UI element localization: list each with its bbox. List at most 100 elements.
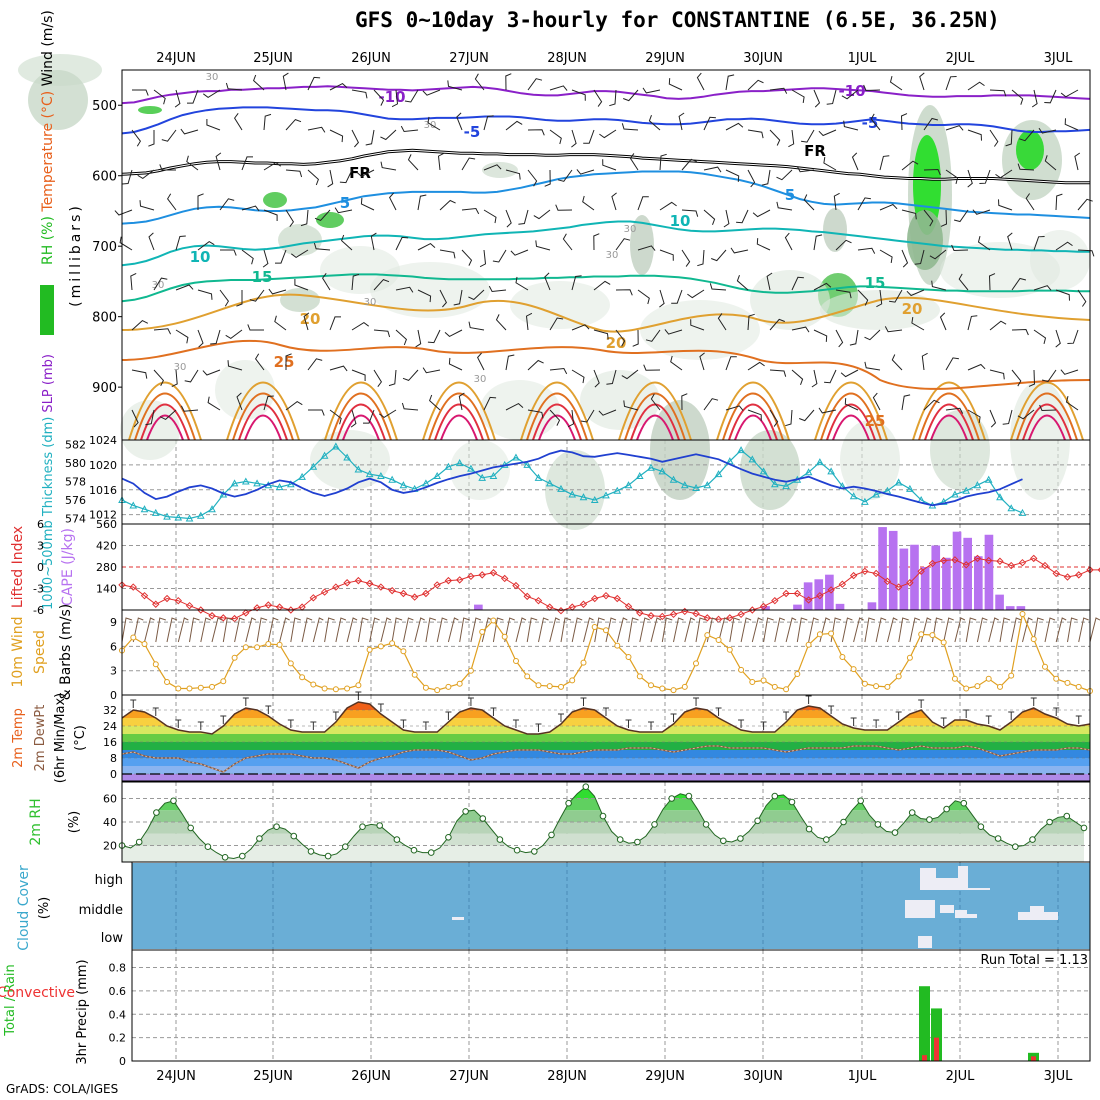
minmax-errorbar	[603, 707, 609, 716]
temperature-band	[122, 766, 1090, 774]
wind-speed-marker	[951, 675, 958, 682]
thickness-marker	[523, 460, 532, 468]
cloud-ylabel: Cloud Cover	[16, 865, 32, 951]
wind-barb	[621, 123, 639, 131]
thickness-marker	[545, 479, 554, 487]
contour-label: -5	[464, 123, 481, 141]
minmax-errorbar	[490, 707, 497, 716]
wind-barb	[876, 289, 883, 308]
thickness-marker	[433, 471, 442, 479]
rh-marker	[1080, 824, 1088, 832]
rh-shading	[750, 270, 830, 330]
wind-barb	[274, 315, 287, 331]
warm-contour	[734, 414, 772, 441]
warm-contour	[146, 414, 184, 441]
wind-barb	[220, 249, 237, 256]
wind-barb	[940, 209, 948, 227]
wind-barb	[197, 240, 215, 251]
wind-barb	[130, 272, 137, 291]
top-date-label: 29JUN	[645, 51, 685, 66]
wind-barb	[784, 232, 793, 251]
rh-shading	[913, 135, 941, 235]
wind-barb	[998, 199, 1013, 211]
wind-barb	[253, 74, 265, 91]
wind-barb-10m	[144, 617, 155, 643]
precip-total-bar	[931, 1008, 942, 1061]
wind-barb-10m	[245, 617, 257, 643]
wind-barb	[1017, 409, 1035, 420]
wind-barb	[906, 289, 925, 297]
minmax-errorbar	[467, 697, 474, 706]
wind-speed-marker	[693, 660, 699, 667]
wind-barb	[527, 359, 544, 371]
rh-tick-label: 20	[103, 840, 117, 853]
wind-barb-10m	[459, 617, 470, 643]
slp-panel: 1012 1016 1020 1024 574 576 578 580 582 1000~500m…	[41, 354, 1091, 610]
wind-speed-marker	[501, 633, 508, 640]
li-marker	[894, 583, 903, 591]
cape-tick-label: 420	[96, 540, 117, 553]
wind-barb-10m	[504, 617, 515, 643]
wind-barb	[801, 129, 815, 143]
cloud-tick-label: low	[101, 931, 124, 946]
li-marker	[1097, 567, 1100, 573]
wind-barb	[606, 369, 617, 385]
wind-barb	[945, 407, 964, 414]
wind-barb	[461, 249, 473, 266]
wind-barb-10m	[1033, 617, 1044, 643]
warm-contour	[140, 403, 190, 441]
temperature-ylabel: 2m Temp	[11, 708, 26, 768]
wind-barb	[645, 329, 661, 342]
wind-barb	[415, 329, 422, 348]
wind-barb	[769, 409, 779, 427]
wind-barb-10m	[841, 617, 853, 643]
temperature-contour	[121, 106, 1091, 135]
li-marker	[264, 601, 273, 609]
thickness-marker	[275, 483, 284, 491]
wind-barb	[637, 289, 650, 305]
wind-barb	[1055, 289, 1070, 301]
wind-barb	[247, 324, 264, 331]
wind-barb	[356, 169, 375, 178]
li-marker	[838, 580, 847, 588]
wind-speed-marker	[479, 628, 486, 635]
wind-speed-marker	[1008, 672, 1015, 679]
warm-contour	[226, 381, 300, 441]
rh-marker	[943, 805, 950, 813]
wind-speed-marker	[940, 639, 947, 646]
cloud-unit: (%)	[37, 897, 52, 920]
wind-barb	[241, 249, 254, 265]
thickness-marker	[253, 479, 261, 487]
rh-marker	[754, 817, 761, 825]
temperature-contour	[121, 85, 1091, 105]
thickness-marker	[534, 473, 543, 481]
wind-barb	[571, 275, 582, 291]
temperature-band	[122, 726, 1090, 734]
pressure-tick-label: 600	[92, 170, 117, 185]
bottom-date-label: 1JUL	[848, 1069, 878, 1084]
warm-contour	[422, 381, 496, 441]
minmax-errorbar	[1030, 697, 1037, 706]
wind-speed-marker	[141, 641, 148, 647]
wind-barb	[747, 169, 756, 188]
pressure-tick-label: 500	[92, 99, 117, 114]
wind-barb	[747, 361, 765, 371]
top-date-label: 2JUL	[946, 51, 976, 66]
wind-barb	[637, 196, 649, 211]
thickness-marker	[658, 467, 667, 475]
minmax-errorbar	[895, 711, 902, 720]
wind-barb	[153, 89, 166, 105]
rh-marker	[1046, 818, 1053, 826]
wind-barb	[615, 289, 633, 296]
rh-marker	[582, 783, 590, 791]
rh-marker	[874, 821, 882, 828]
cape-bar	[920, 567, 930, 610]
thickness-marker	[422, 479, 430, 487]
slp-tick-label: 1016	[89, 484, 117, 497]
wind-barb	[1011, 277, 1027, 291]
wind-speed-marker	[164, 679, 170, 685]
wind-barb-10m	[594, 617, 605, 643]
wind-barb	[307, 126, 326, 133]
warm-contour	[630, 403, 680, 441]
rh-marker	[771, 792, 779, 800]
